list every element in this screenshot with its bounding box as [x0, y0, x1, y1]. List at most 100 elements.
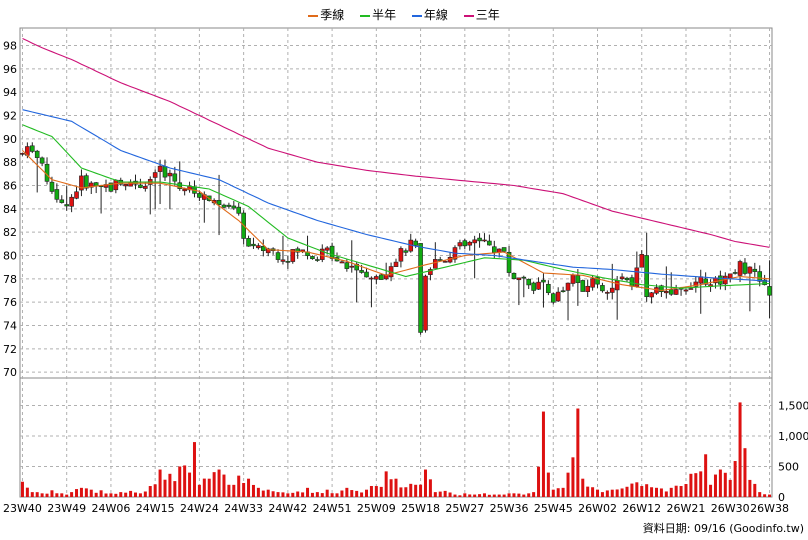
candle-body	[472, 239, 477, 244]
volume-bar	[713, 474, 717, 497]
volume-bar	[114, 493, 118, 497]
x-tick-label: 24W33	[224, 502, 263, 515]
volume-bar	[586, 486, 590, 497]
volume-bar	[728, 479, 732, 497]
candle-body	[378, 274, 384, 280]
volume-bar	[733, 461, 737, 497]
x-tick-label: 25W36	[490, 502, 529, 515]
candle-body	[649, 292, 654, 298]
volume-bar	[296, 491, 300, 497]
volume-bar	[723, 472, 727, 497]
volume-bar	[286, 493, 290, 497]
price-tick-label: 74	[3, 320, 17, 333]
volume-bar	[576, 408, 580, 497]
volume-bar	[654, 487, 658, 497]
volume-bar	[620, 488, 624, 497]
candle-body	[516, 277, 522, 281]
volume-bar	[453, 494, 457, 497]
volume-bar	[743, 448, 747, 497]
volume-bar	[227, 484, 231, 497]
candle-body	[590, 278, 595, 288]
candle-body	[329, 245, 335, 259]
volume-bar	[20, 481, 24, 497]
candle-body	[433, 259, 438, 269]
volume-bar	[645, 484, 649, 497]
volume-bar	[340, 490, 344, 497]
candle-body	[88, 182, 94, 188]
x-tick-label: 26W12	[622, 502, 661, 515]
volume-bar	[541, 411, 545, 497]
candle-body	[541, 279, 546, 283]
volume-bar	[192, 442, 196, 497]
volume-bar	[207, 478, 211, 497]
volume-bar	[414, 484, 418, 497]
volume-bar	[738, 402, 742, 497]
x-tick-label: 23W40	[3, 502, 42, 515]
candle-body	[260, 245, 266, 251]
candle-body	[285, 261, 291, 263]
candle-body	[20, 153, 25, 155]
volume-bar	[355, 490, 359, 497]
price-tick-label: 98	[3, 40, 17, 53]
volume-bar	[600, 492, 604, 497]
candle-body	[614, 280, 620, 291]
volume-bar	[517, 493, 521, 497]
x-tick-label: 25W45	[534, 502, 573, 515]
ma-line-年線	[22, 109, 770, 282]
candle-body	[295, 248, 300, 253]
candle-body	[546, 283, 551, 294]
candle-body	[398, 248, 404, 262]
volume-bar	[399, 487, 403, 497]
volume-bar	[650, 487, 654, 497]
candle-body	[550, 293, 556, 303]
volume-tick-label: 1,000	[778, 430, 808, 443]
volume-bar	[168, 473, 172, 497]
volume-bar	[330, 493, 334, 497]
candle-body	[605, 292, 610, 294]
volume-bar	[134, 492, 138, 497]
volume-bar	[251, 484, 255, 497]
volume-bar	[212, 472, 216, 497]
candle-body	[167, 172, 173, 177]
candle-body	[526, 278, 532, 286]
candle-body	[39, 157, 45, 164]
candle-body	[418, 243, 423, 333]
volume-tick-label: 0	[778, 491, 785, 504]
volume-bar	[188, 472, 192, 497]
candle-body	[246, 238, 251, 247]
volume-bar	[310, 492, 314, 497]
candle-body	[442, 261, 448, 263]
price-tick-label: 88	[3, 156, 17, 169]
volume-bar	[748, 479, 752, 497]
candle-body	[251, 243, 256, 247]
volume-bar	[522, 494, 526, 497]
candle-body	[462, 240, 468, 247]
volume-bars-layer	[20, 402, 772, 497]
volume-bar	[75, 489, 79, 497]
volume-bar	[763, 494, 767, 497]
volume-bar	[119, 492, 123, 497]
volume-bar	[148, 486, 152, 497]
volume-bar	[581, 478, 585, 497]
volume-bar	[222, 474, 226, 497]
volume-bar	[625, 486, 629, 497]
candle-body	[344, 262, 350, 269]
candle-body	[265, 248, 271, 254]
x-tick-label: 24W15	[136, 502, 175, 515]
x-tick-label: 25W18	[401, 502, 440, 515]
candle-body	[157, 165, 163, 172]
price-tick-label: 78	[3, 273, 17, 286]
volume-bar	[360, 492, 364, 497]
volume-bar	[718, 469, 722, 497]
candle-body	[108, 182, 114, 192]
candle-body	[413, 240, 418, 246]
volume-bar	[753, 483, 757, 497]
data-date-footer: 資料日期: 09/16 (Goodinfo.tw)	[642, 522, 804, 535]
volume-bar	[109, 493, 113, 497]
volume-bar	[65, 494, 69, 497]
candle-body	[683, 289, 689, 292]
volume-bar	[315, 492, 319, 497]
volume-bar	[237, 475, 241, 497]
candle-body	[138, 184, 143, 188]
